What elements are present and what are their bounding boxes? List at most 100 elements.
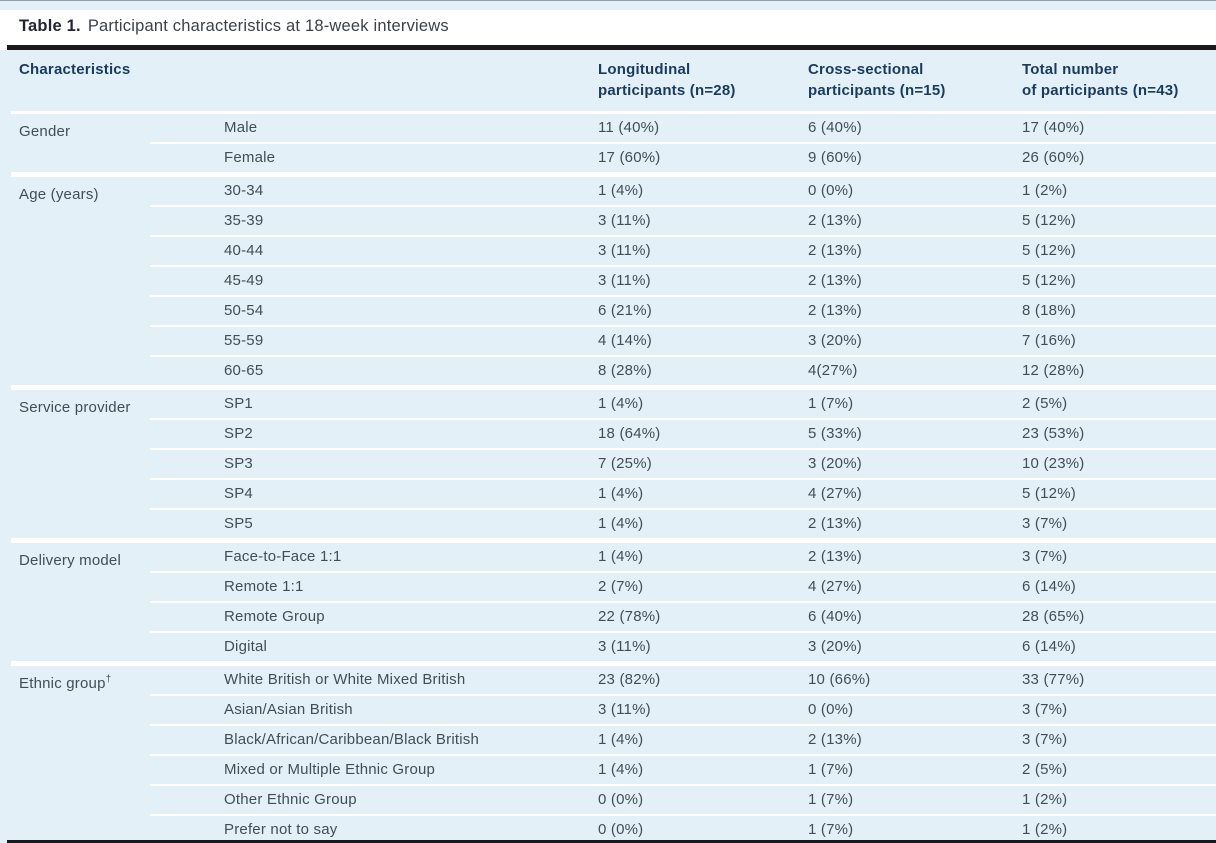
header-separator bbox=[0, 111, 1216, 114]
group-separator bbox=[0, 538, 1216, 543]
row-label: SP1 bbox=[224, 395, 253, 412]
category-group: Gender Male 11 (40%) 6 (40%) 17 (40%) Fe… bbox=[0, 114, 1216, 172]
value-cross-sectional: 4 (27%) bbox=[808, 485, 862, 502]
table-row: SP1 1 (4%) 1 (7%) 2 (5%) bbox=[150, 390, 1216, 418]
row-label: Face-to-Face 1:1 bbox=[224, 548, 342, 565]
row-label: 45-49 bbox=[224, 272, 264, 289]
value-total: 6 (14%) bbox=[1022, 578, 1076, 595]
value-cross-sectional: 2 (13%) bbox=[808, 272, 862, 289]
table-header-row: Characteristics Longitudinal participant… bbox=[0, 50, 1216, 111]
value-cross-sectional: 10 (66%) bbox=[808, 671, 871, 688]
group-separator bbox=[0, 661, 1216, 666]
category-cell: Gender bbox=[0, 114, 150, 172]
group-rows: Male 11 (40%) 6 (40%) 17 (40%) Female 17… bbox=[150, 114, 1216, 172]
value-total: 28 (65%) bbox=[1022, 608, 1085, 625]
row-label: Prefer not to say bbox=[224, 821, 338, 838]
value-longitudinal: 1 (4%) bbox=[598, 485, 644, 502]
value-cross-sectional: 2 (13%) bbox=[808, 242, 862, 259]
category-cell: Service provider bbox=[0, 390, 150, 538]
value-cross-sectional: 3 (20%) bbox=[808, 332, 862, 349]
category-label: Ethnic group bbox=[19, 675, 106, 692]
table-row: Digital 3 (11%) 3 (20%) 6 (14%) bbox=[150, 631, 1216, 661]
value-cross-sectional: 4(27%) bbox=[808, 362, 858, 379]
table-row: SP4 1 (4%) 4 (27%) 5 (12%) bbox=[150, 478, 1216, 508]
value-total: 5 (12%) bbox=[1022, 212, 1076, 229]
value-cross-sectional: 2 (13%) bbox=[808, 731, 862, 748]
table-body: Gender Male 11 (40%) 6 (40%) 17 (40%) Fe… bbox=[0, 114, 1216, 843]
value-cross-sectional: 2 (13%) bbox=[808, 212, 862, 229]
value-cross-sectional: 2 (13%) bbox=[808, 515, 862, 532]
table-row: 45-49 3 (11%) 2 (13%) 5 (12%) bbox=[150, 265, 1216, 295]
table-row: Black/African/Caribbean/Black British 1 … bbox=[150, 724, 1216, 754]
value-longitudinal: 1 (4%) bbox=[598, 182, 644, 199]
value-total: 3 (7%) bbox=[1022, 701, 1068, 718]
category-group: Delivery model Face-to-Face 1:1 1 (4%) 2… bbox=[0, 543, 1216, 661]
value-cross-sectional: 1 (7%) bbox=[808, 791, 854, 808]
table-row: Prefer not to say 0 (0%) 1 (7%) 1 (2%) bbox=[150, 814, 1216, 843]
value-total: 10 (23%) bbox=[1022, 455, 1085, 472]
table-row: Face-to-Face 1:1 1 (4%) 2 (13%) 3 (7%) bbox=[150, 543, 1216, 571]
row-label: 60-65 bbox=[224, 362, 264, 379]
value-total: 33 (77%) bbox=[1022, 671, 1085, 688]
value-longitudinal: 3 (11%) bbox=[598, 272, 651, 289]
value-longitudinal: 23 (82%) bbox=[598, 671, 661, 688]
row-label: Remote 1:1 bbox=[224, 578, 304, 595]
value-total: 3 (7%) bbox=[1022, 515, 1068, 532]
value-total: 6 (14%) bbox=[1022, 638, 1076, 655]
group-rows: SP1 1 (4%) 1 (7%) 2 (5%) SP2 18 (64%) 5 … bbox=[150, 390, 1216, 538]
table-row: Asian/Asian British 3 (11%) 0 (0%) 3 (7%… bbox=[150, 694, 1216, 724]
group-separator bbox=[0, 385, 1216, 390]
table-row: SP5 1 (4%) 2 (13%) 3 (7%) bbox=[150, 508, 1216, 538]
value-cross-sectional: 6 (40%) bbox=[808, 608, 862, 625]
row-label: Black/African/Caribbean/Black British bbox=[224, 731, 480, 748]
table-row: SP3 7 (25%) 3 (20%) 10 (23%) bbox=[150, 448, 1216, 478]
row-label: Digital bbox=[224, 638, 268, 655]
value-cross-sectional: 9 (60%) bbox=[808, 149, 862, 166]
group-rows: 30-34 1 (4%) 0 (0%) 1 (2%) 35-39 3 (11%)… bbox=[150, 177, 1216, 385]
table-row: 60-65 8 (28%) 4(27%) 12 (28%) bbox=[150, 355, 1216, 385]
value-cross-sectional: 2 (13%) bbox=[808, 302, 862, 319]
category-group: Age (years) 30-34 1 (4%) 0 (0%) 1 (2%) 3… bbox=[0, 177, 1216, 385]
value-total: 2 (5%) bbox=[1022, 395, 1068, 412]
value-total: 5 (12%) bbox=[1022, 242, 1076, 259]
table-row: Male 11 (40%) 6 (40%) 17 (40%) bbox=[150, 114, 1216, 142]
table-row: SP2 18 (64%) 5 (33%) 23 (53%) bbox=[150, 418, 1216, 448]
value-cross-sectional: 3 (20%) bbox=[808, 638, 862, 655]
category-label: Gender bbox=[19, 123, 71, 140]
category-cell: Ethnic group† bbox=[0, 666, 150, 843]
value-longitudinal: 22 (78%) bbox=[598, 608, 661, 625]
header-characteristics: Characteristics bbox=[19, 61, 131, 78]
category-group: Ethnic group† White British or White Mix… bbox=[0, 666, 1216, 843]
value-total: 7 (16%) bbox=[1022, 332, 1076, 349]
row-label: 30-34 bbox=[224, 182, 264, 199]
row-label: Asian/Asian British bbox=[224, 701, 353, 718]
row-label: SP3 bbox=[224, 455, 253, 472]
header-total-participants: Total number of participants (n=43) bbox=[1022, 61, 1179, 99]
table-row: Female 17 (60%) 9 (60%) 26 (60%) bbox=[150, 142, 1216, 172]
row-label: 40-44 bbox=[224, 242, 264, 259]
value-longitudinal: 0 (0%) bbox=[598, 791, 644, 808]
header-longitudinal-participants: Longitudinal participants (n=28) bbox=[598, 61, 736, 99]
value-total: 8 (18%) bbox=[1022, 302, 1076, 319]
category-label: Delivery model bbox=[19, 552, 121, 569]
table-row: 55-59 4 (14%) 3 (20%) 7 (16%) bbox=[150, 325, 1216, 355]
value-total: 3 (7%) bbox=[1022, 731, 1068, 748]
bottom-rule bbox=[7, 840, 1216, 843]
table-row: 40-44 3 (11%) 2 (13%) 5 (12%) bbox=[150, 235, 1216, 265]
table-row: Mixed or Multiple Ethnic Group 1 (4%) 1 … bbox=[150, 754, 1216, 784]
value-longitudinal: 2 (7%) bbox=[598, 578, 644, 595]
row-label: Remote Group bbox=[224, 608, 325, 625]
row-label: 55-59 bbox=[224, 332, 264, 349]
value-longitudinal: 18 (64%) bbox=[598, 425, 661, 442]
value-total: 17 (40%) bbox=[1022, 119, 1085, 136]
row-label: Male bbox=[224, 119, 258, 136]
value-total: 5 (12%) bbox=[1022, 485, 1076, 502]
value-cross-sectional: 4 (27%) bbox=[808, 578, 862, 595]
table-row: 35-39 3 (11%) 2 (13%) 5 (12%) bbox=[150, 205, 1216, 235]
row-label: SP4 bbox=[224, 485, 253, 502]
value-longitudinal: 7 (25%) bbox=[598, 455, 652, 472]
value-longitudinal: 3 (11%) bbox=[598, 242, 651, 259]
value-total: 3 (7%) bbox=[1022, 548, 1068, 565]
value-cross-sectional: 1 (7%) bbox=[808, 761, 854, 778]
value-total: 23 (53%) bbox=[1022, 425, 1085, 442]
